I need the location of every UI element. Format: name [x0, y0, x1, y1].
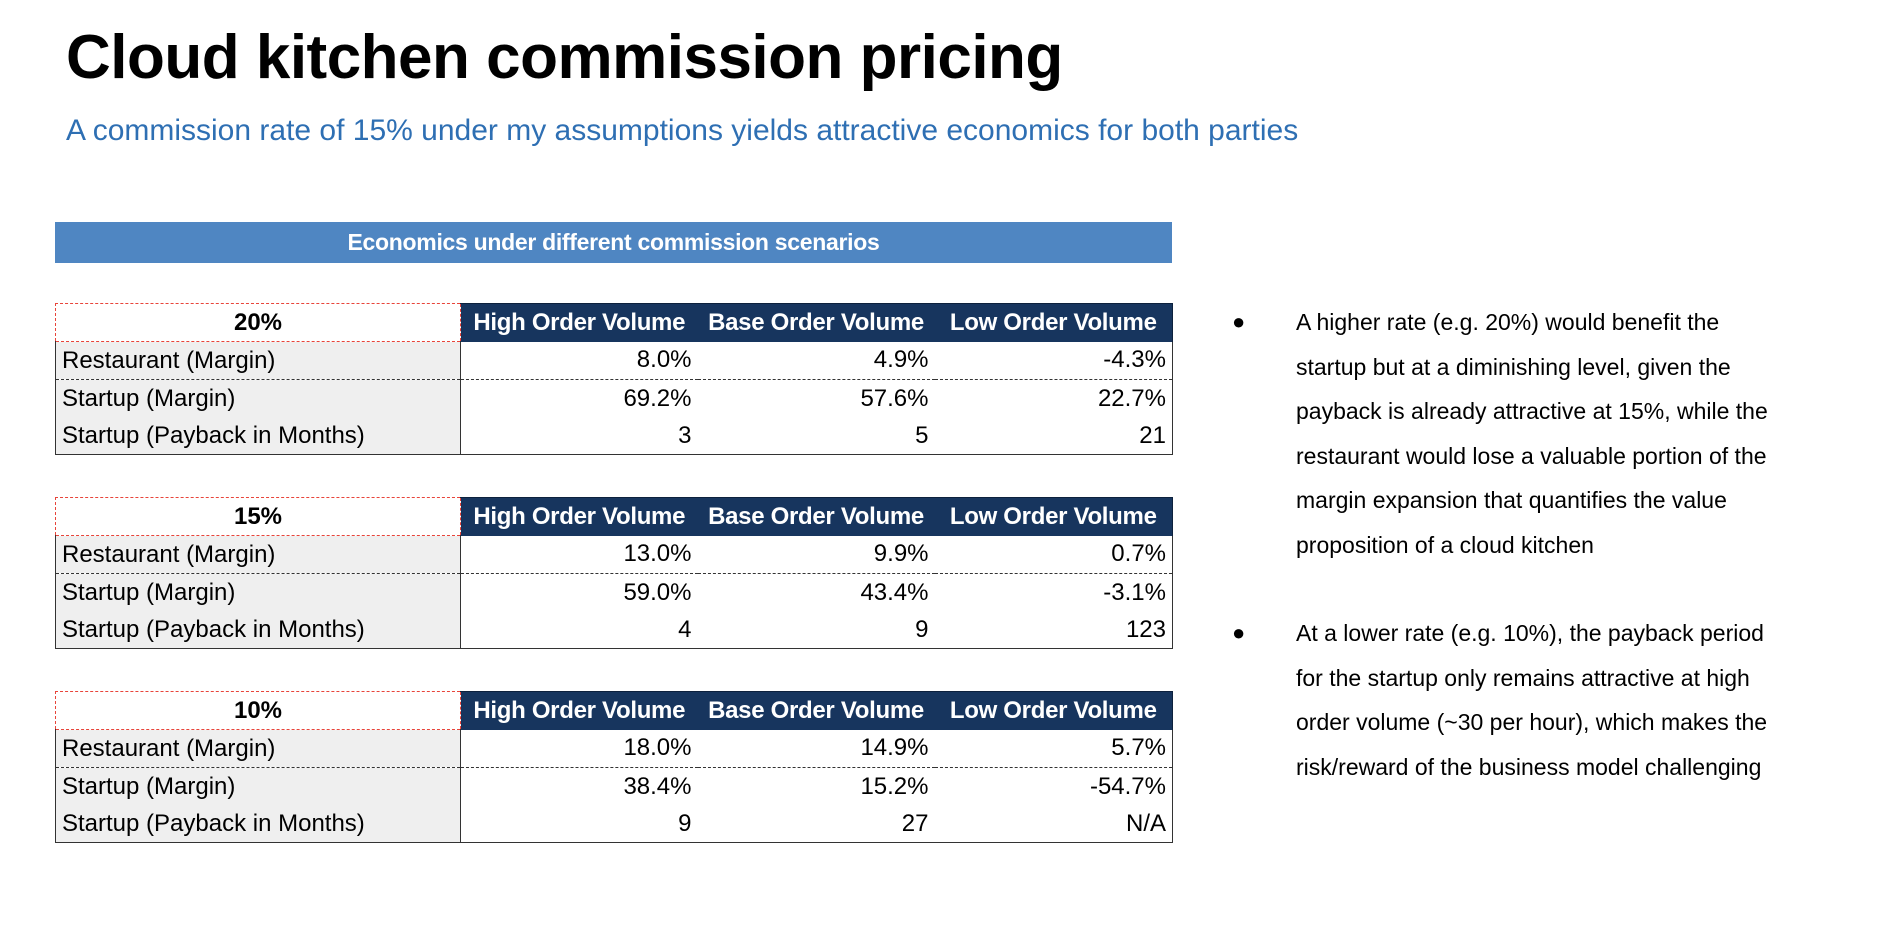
table-banner: Economics under different commission sce…: [55, 222, 1172, 263]
table-row: Startup (Margin) 38.4% 15.2% -54.7%: [55, 767, 1173, 805]
cell-value: 4: [460, 611, 698, 649]
scenario-table-20: 20% High Order Volume Base Order Volume …: [55, 303, 1173, 455]
cell-value: 8.0%: [460, 341, 698, 380]
bullet-dot-icon: ●: [1232, 620, 1246, 645]
cell-value: 18.0%: [460, 729, 698, 768]
bullet-text: A higher rate (e.g. 20%) would benefit t…: [1296, 309, 1768, 558]
cell-value: 123: [934, 611, 1173, 649]
scenario-table-10: 10% High Order Volume Base Order Volume …: [55, 691, 1173, 843]
column-header-base: Base Order Volume: [697, 497, 935, 536]
row-label: Startup (Payback in Months): [55, 611, 461, 649]
column-header-high: High Order Volume: [460, 497, 698, 536]
cell-value: 59.0%: [623, 578, 692, 606]
cell-value: 4.9%: [697, 341, 935, 380]
cell-value: 38.4%: [623, 772, 692, 800]
rate-label: 15%: [55, 497, 461, 536]
cell-value: 43.4%: [860, 578, 929, 606]
rate-label: 10%: [55, 691, 461, 730]
table-row: Restaurant (Margin) 18.0% 14.9% 5.7%: [55, 729, 1173, 768]
cell-value: 21: [934, 417, 1173, 455]
row-label: Restaurant (Margin): [55, 535, 461, 574]
row-label: Startup (Payback in Months): [55, 417, 461, 455]
row-label: Restaurant (Margin): [55, 341, 461, 380]
cell-value: 5.7%: [934, 729, 1173, 768]
column-header-low: Low Order Volume: [934, 497, 1173, 536]
page-title: Cloud kitchen commission pricing: [66, 23, 1063, 92]
commentary-bullets: ● A higher rate (e.g. 20%) would benefit…: [1232, 300, 1792, 789]
cell-value: 22.7%: [934, 379, 1173, 417]
table-header-row: 15% High Order Volume Base Order Volume …: [55, 497, 1173, 536]
cell-value: N/A: [934, 805, 1173, 843]
column-header-low: Low Order Volume: [934, 303, 1173, 342]
column-header-base: Base Order Volume: [697, 303, 935, 342]
column-header-high: High Order Volume: [460, 691, 698, 730]
bullet-item: ● A higher rate (e.g. 20%) would benefit…: [1232, 300, 1792, 567]
row-label: Startup (Margin): [55, 379, 461, 417]
cell-value: 69.2%: [623, 384, 692, 412]
bullet-dot-icon: ●: [1232, 309, 1246, 334]
table-row: Restaurant (Margin) 8.0% 4.9% -4.3%: [55, 341, 1173, 380]
table-header-row: 10% High Order Volume Base Order Volume …: [55, 691, 1173, 730]
cell-value: -3.1%: [934, 573, 1173, 611]
cell-value: 27: [697, 805, 935, 843]
table-row: Startup (Margin) 69.2% 57.6% 22.7%: [55, 379, 1173, 417]
cell-value: 0.7%: [934, 535, 1173, 574]
cell-value: 14.9%: [697, 729, 935, 768]
table-header-row: 20% High Order Volume Base Order Volume …: [55, 303, 1173, 342]
row-label: Startup (Payback in Months): [55, 805, 461, 843]
page-subtitle: A commission rate of 15% under my assump…: [66, 114, 1299, 147]
table-row: Startup (Payback in Months) 4 9 123: [55, 611, 1173, 649]
cell-value: -54.7%: [934, 767, 1173, 805]
bullet-item: ● At a lower rate (e.g. 10%), the paybac…: [1232, 611, 1792, 789]
cell-value: -4.3%: [934, 341, 1173, 380]
table-row: Startup (Payback in Months) 9 27 N/A: [55, 805, 1173, 843]
row-label: Restaurant (Margin): [55, 729, 461, 768]
column-header-low: Low Order Volume: [934, 691, 1173, 730]
cell-value: 9: [697, 611, 935, 649]
row-label: Startup (Margin): [55, 767, 461, 805]
column-header-base: Base Order Volume: [697, 691, 935, 730]
cell-value: 13.0%: [460, 535, 698, 574]
table-row: Restaurant (Margin) 13.0% 9.9% 0.7%: [55, 535, 1173, 574]
cell-value: 9: [460, 805, 698, 843]
cell-value: 15.2%: [860, 772, 929, 800]
row-label: Startup (Margin): [55, 573, 461, 611]
cell-value: 57.6%: [860, 384, 929, 412]
cell-value: 5: [697, 417, 935, 455]
scenario-table-15: 15% High Order Volume Base Order Volume …: [55, 497, 1173, 649]
cell-value: 3: [460, 417, 698, 455]
bullet-text: At a lower rate (e.g. 10%), the payback …: [1296, 620, 1768, 780]
cell-value: 9.9%: [697, 535, 935, 574]
rate-label: 20%: [55, 303, 461, 342]
table-row: Startup (Margin) 59.0% 43.4% -3.1%: [55, 573, 1173, 611]
column-header-high: High Order Volume: [460, 303, 698, 342]
table-row: Startup (Payback in Months) 3 5 21: [55, 417, 1173, 455]
